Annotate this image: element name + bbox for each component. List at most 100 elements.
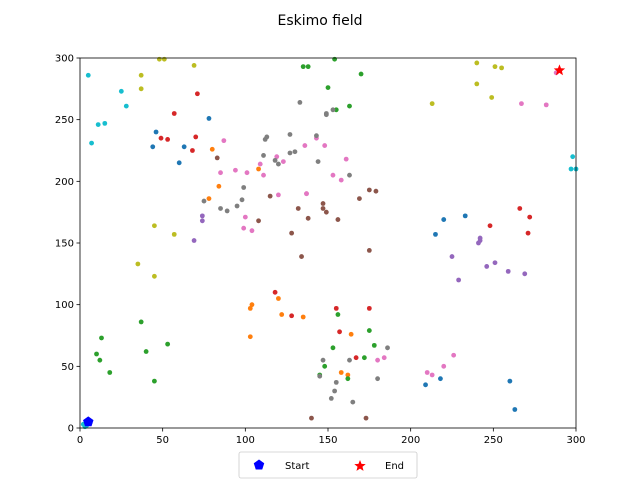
data-point: [206, 196, 212, 202]
data-point: [152, 273, 157, 279]
data-point: [305, 64, 311, 70]
y-tick-label: 50: [61, 362, 74, 373]
data-point: [527, 214, 533, 220]
data-point: [165, 137, 171, 142]
data-point: [375, 376, 380, 382]
data-point: [218, 170, 223, 176]
data-point: [456, 277, 462, 283]
data-point: [366, 305, 372, 311]
data-point: [138, 319, 144, 325]
data-point: [333, 379, 339, 385]
data-point: [156, 56, 162, 62]
data-point: [519, 101, 524, 107]
data-point: [94, 351, 99, 357]
x-tick-label: 150: [318, 435, 337, 446]
data-point: [276, 161, 281, 167]
data-point: [276, 296, 281, 301]
legend-end-marker: [354, 460, 366, 471]
data-point: [322, 143, 328, 148]
data-point: [385, 345, 390, 351]
data-point: [433, 231, 438, 237]
data-point: [505, 268, 511, 274]
data-point: [357, 196, 362, 202]
data-point: [206, 116, 212, 121]
legend-start-marker: [253, 459, 265, 470]
data-point: [492, 64, 498, 70]
data-point: [234, 203, 240, 209]
data-point: [224, 208, 230, 214]
data-point: [333, 107, 339, 113]
data-point: [158, 135, 164, 141]
data-point: [484, 264, 490, 269]
data-point: [272, 157, 278, 163]
data-point: [199, 218, 205, 224]
data-point: [517, 206, 523, 211]
data-point: [332, 56, 338, 62]
data-point: [323, 209, 329, 215]
data-point: [143, 349, 149, 354]
x-tick-label: 250: [484, 435, 503, 446]
data-point: [302, 143, 308, 148]
data-point: [107, 370, 113, 375]
data-point: [325, 85, 331, 90]
y-tick-label: 0: [68, 424, 74, 435]
start-end-markers: [83, 64, 566, 427]
data-point: [256, 218, 261, 224]
data-point: [218, 206, 223, 211]
data-point: [261, 153, 266, 158]
data-point: [366, 248, 372, 253]
legend-start-label: Start: [285, 461, 310, 472]
data-point: [338, 370, 344, 375]
data-point: [241, 225, 247, 231]
data-point: [332, 388, 338, 394]
data-point: [239, 197, 245, 203]
x-tick-label: 100: [236, 435, 255, 446]
data-point: [489, 95, 495, 100]
data-point: [257, 161, 263, 167]
data-point: [267, 193, 273, 199]
data-point: [193, 134, 199, 140]
data-point: [366, 328, 372, 333]
data-point: [161, 56, 167, 62]
data-point: [492, 260, 498, 266]
y-tick-label: 300: [55, 54, 74, 65]
data-point: [305, 215, 311, 221]
data-point: [317, 373, 323, 379]
data-point: [221, 138, 227, 144]
data-point: [99, 335, 104, 341]
x-tick-label: 0: [77, 435, 83, 446]
data-point: [85, 72, 91, 78]
data-point: [373, 188, 379, 194]
data-point: [441, 363, 447, 369]
chart-title: Eskimo field: [278, 13, 363, 29]
axes: 0 50 100 150 200 250 300 0 50 100 150 200 250 300: [55, 54, 586, 447]
data-point: [97, 357, 103, 363]
data-point: [272, 289, 278, 295]
data-point: [241, 185, 247, 190]
data-point: [256, 166, 261, 172]
data-points: [80, 56, 579, 430]
data-point: [477, 235, 483, 241]
data-point: [194, 91, 200, 97]
data-point: [247, 334, 253, 340]
x-tick-label: 200: [401, 435, 420, 446]
data-point: [216, 183, 222, 189]
data-point: [152, 223, 157, 229]
data-point: [323, 112, 329, 118]
data-point: [348, 331, 354, 337]
y-tick-label: 200: [55, 177, 74, 188]
data-point: [199, 213, 205, 219]
data-point: [451, 352, 457, 358]
data-point: [333, 305, 339, 311]
data-point: [338, 177, 344, 183]
data-point: [300, 314, 306, 320]
data-point: [249, 302, 255, 308]
data-point: [95, 122, 101, 127]
data-point: [261, 172, 266, 178]
data-point: [176, 160, 182, 166]
data-point: [295, 206, 301, 211]
data-point: [244, 170, 250, 176]
data-point: [314, 133, 319, 139]
data-point: [570, 154, 576, 160]
data-point: [438, 376, 443, 382]
